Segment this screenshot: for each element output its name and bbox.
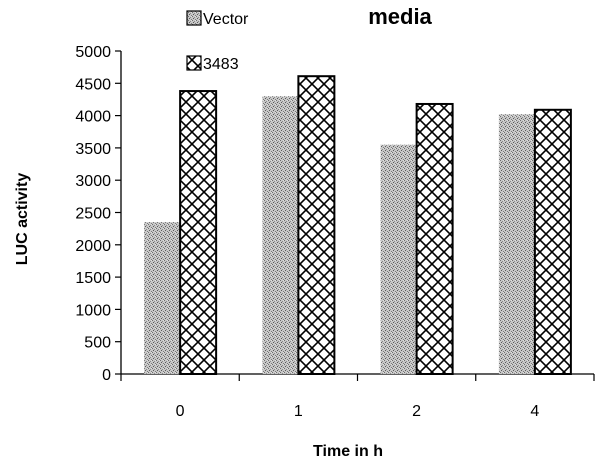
legend-label-vector: Vector — [203, 11, 249, 28]
y-tick-label: 3000 — [75, 173, 111, 190]
y-tick-label: 2000 — [75, 238, 111, 255]
y-tick-label: 500 — [84, 335, 111, 352]
y-axis-title: LUC activity — [14, 173, 31, 266]
y-tick-label: 4000 — [75, 109, 111, 126]
y-tick-label: 0 — [102, 367, 111, 384]
legend: Vector 3483 — [186, 10, 249, 73]
bar-vector-4 — [498, 114, 535, 375]
chart-title: media — [368, 4, 432, 29]
bar-3483-4 — [533, 108, 572, 375]
plot-area: 0 500 1000 1500 2000 2500 3000 3500 4000 4500 5000… — [75, 44, 595, 420]
bar-3483-0 — [179, 90, 218, 375]
y-tick-label: 5000 — [75, 44, 111, 61]
y-tick-label: 3500 — [75, 141, 111, 158]
legend-label-3483: 3483 — [203, 56, 239, 73]
bar-3483-1 — [297, 75, 336, 375]
legend-swatch-vector — [186, 10, 202, 26]
x-tick-label: 1 — [294, 403, 303, 420]
y-tick-label: 4500 — [75, 76, 111, 93]
x-tick-label: 0 — [176, 403, 185, 420]
bar-vector-0 — [144, 222, 181, 374]
y-tick-label: 1000 — [75, 302, 111, 319]
x-tick-label: 4 — [530, 403, 539, 420]
x-tick-label: 2 — [412, 403, 421, 420]
y-tick-label: 1500 — [75, 270, 111, 287]
x-axis-title: Time in h — [313, 443, 383, 460]
bar-3483-2 — [415, 102, 454, 376]
bar-vector-2 — [380, 144, 417, 374]
bar-vector-1 — [262, 96, 299, 374]
legend-swatch-3483 — [186, 55, 202, 71]
y-tick-label: 2500 — [75, 206, 111, 223]
